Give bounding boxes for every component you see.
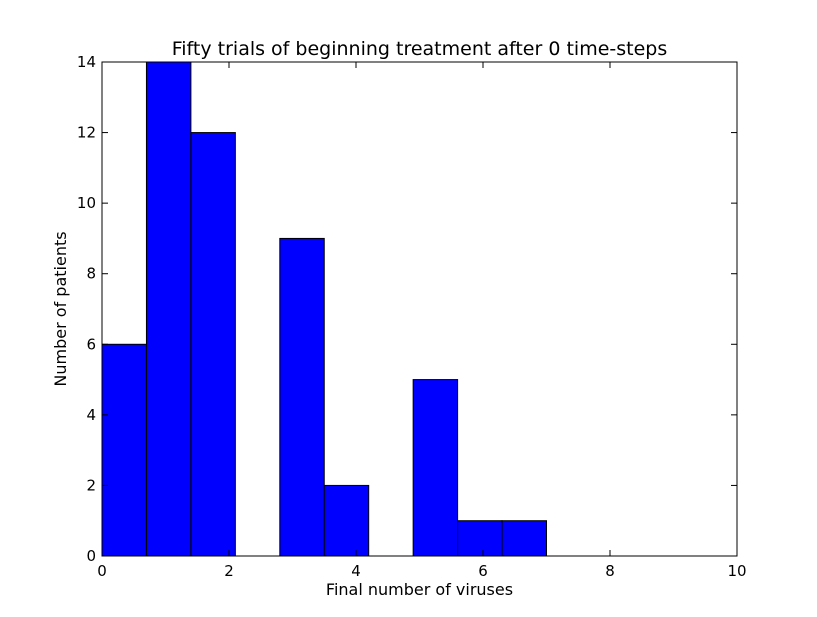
- chart-title: Fifty trials of beginning treatment afte…: [172, 38, 668, 60]
- y-tick-label: 8: [86, 265, 96, 283]
- y-tick-label: 0: [86, 547, 96, 565]
- bars-group: [101, 61, 547, 557]
- x-tick-label: 0: [97, 562, 107, 580]
- y-tick-label: 12: [77, 124, 96, 142]
- y-axis-ticks: 0 2 4 6 8 10 12 14: [77, 53, 737, 565]
- x-tick-label: 8: [605, 562, 615, 580]
- histogram-bar: [190, 132, 236, 557]
- y-tick-label: 10: [77, 194, 96, 212]
- histogram-bar: [412, 379, 459, 557]
- plot-frame: [101, 61, 738, 557]
- histogram-bar: [501, 520, 547, 557]
- x-axis-ticks: 0 2 4 6 8 10: [97, 62, 747, 580]
- y-tick-label: 4: [86, 406, 96, 424]
- y-tick-label: 6: [86, 335, 96, 353]
- x-axis-label: Final number of viruses: [326, 580, 513, 599]
- x-tick-label: 6: [478, 562, 488, 580]
- histogram-bar: [457, 520, 503, 557]
- x-tick-label: 2: [224, 562, 234, 580]
- y-tick-label: 14: [77, 53, 96, 71]
- histogram-bar: [145, 61, 192, 557]
- x-tick-label: 10: [727, 562, 746, 580]
- histogram-bar: [279, 237, 325, 557]
- y-axis-label: Number of patients: [51, 231, 70, 386]
- histogram-bar: [323, 484, 370, 557]
- histogram-bar: [101, 343, 147, 557]
- x-tick-label: 4: [351, 562, 361, 580]
- y-tick-label: 2: [86, 476, 96, 494]
